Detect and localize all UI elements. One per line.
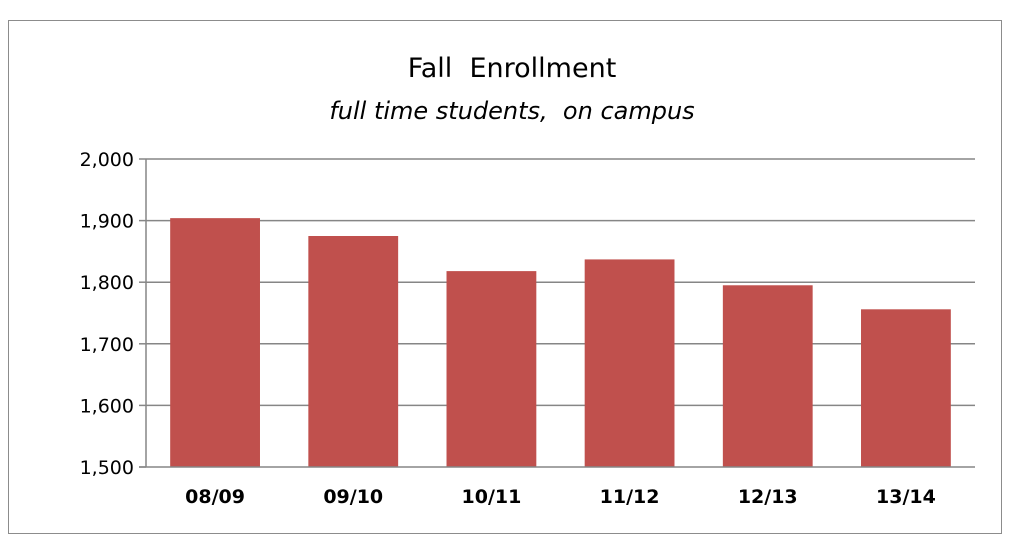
bar-12-13 xyxy=(722,285,813,467)
bar-chart: Fall Enrollment full time students, on c… xyxy=(80,53,975,508)
bar-10-11 xyxy=(446,271,537,467)
chart-subtitle: full time students, on campus xyxy=(329,97,694,125)
chart-frame: Fall Enrollment full time students, on c… xyxy=(8,20,1002,534)
y-tick-label: 1,900 xyxy=(80,211,134,233)
x-category-label: 09/10 xyxy=(323,486,383,508)
bar-11-12 xyxy=(584,259,675,467)
x-category-label: 08/09 xyxy=(185,486,245,508)
gridlines xyxy=(139,158,975,468)
x-category-label: 12/13 xyxy=(738,486,798,508)
bar-08-09 xyxy=(170,218,260,467)
y-tick-label: 2,000 xyxy=(80,149,134,171)
x-category-label: 13/14 xyxy=(876,486,936,508)
y-tick-label: 1,500 xyxy=(80,457,134,479)
axes xyxy=(139,159,975,468)
x-axis-category-labels: 08/09 09/10 10/11 11/12 12/13 13/14 xyxy=(185,486,936,508)
x-category-label: 10/11 xyxy=(462,486,522,508)
y-tick-label: 1,600 xyxy=(80,395,134,417)
bar-13-14 xyxy=(861,309,951,467)
y-tick-label: 1,700 xyxy=(80,334,134,356)
bar-09-10 xyxy=(308,236,399,467)
x-category-label: 11/12 xyxy=(600,486,660,508)
y-axis-tick-labels: 1,500 1,600 1,700 1,800 1,900 2,000 xyxy=(80,149,134,479)
y-tick-label: 1,800 xyxy=(80,272,134,294)
bars xyxy=(170,218,951,467)
chart-title: Fall Enrollment xyxy=(408,53,617,84)
